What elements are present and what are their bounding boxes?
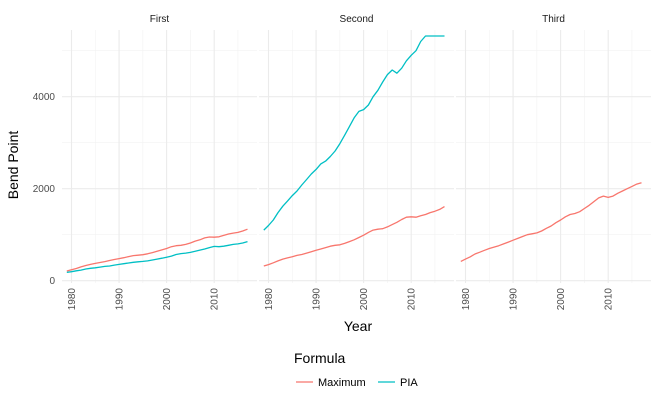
y-tick-label: 4000 [33,92,56,103]
x-tick-label: 1980 [461,288,472,311]
legend-label: PIA [400,377,418,389]
x-tick-label: 1980 [264,288,275,311]
y-tick-label: 0 [49,276,55,287]
x-axis-title: Year [344,318,373,334]
x-tick-label: 2010 [604,288,615,311]
legend-items: Maximum PIA [296,377,418,389]
legend-item-maximum: Maximum [296,377,366,389]
legend-label: Maximum [318,377,366,389]
legend-item-pia: PIA [378,377,418,389]
facet-panel-second: Second 1980 1990 2000 2010 [259,14,454,310]
x-tick-label: 1990 [312,288,323,311]
x-tick-label: 1990 [115,288,126,311]
series-line-maximum-first [66,228,248,272]
x-tick-label: 2010 [210,288,221,311]
facet-label: Second [340,14,374,25]
series-line-pia-second [263,35,445,231]
facet-label: Third [542,14,565,25]
x-tick-label: 2000 [556,288,567,311]
x-tick-label: 2000 [359,288,370,311]
series-line-maximum-second [263,206,445,267]
facet-panel-first: First 1980 1990 2000 2010 [62,14,257,310]
facet-panel-third: Third 1980 1990 2000 2010 [456,14,651,310]
x-tick-label: 2000 [162,288,173,311]
legend-title: Formula [294,350,346,366]
y-axis-title: Bend Point [5,131,21,200]
facet-label: First [150,14,170,25]
x-tick-label: 2010 [407,288,418,311]
legend: Formula Maximum PIA [294,350,418,389]
facet-panels: First 1980 1990 2000 2010 Second 1980 1990 2000 2… [62,14,651,310]
y-tick-label: 2000 [33,184,56,195]
series-line-pia-first [66,240,248,274]
series-line-maximum-third [460,182,642,262]
x-tick-label: 1990 [509,288,520,311]
x-tick-label: 1980 [67,288,78,311]
y-axis-ticks: 0 2000 4000 [33,92,56,287]
